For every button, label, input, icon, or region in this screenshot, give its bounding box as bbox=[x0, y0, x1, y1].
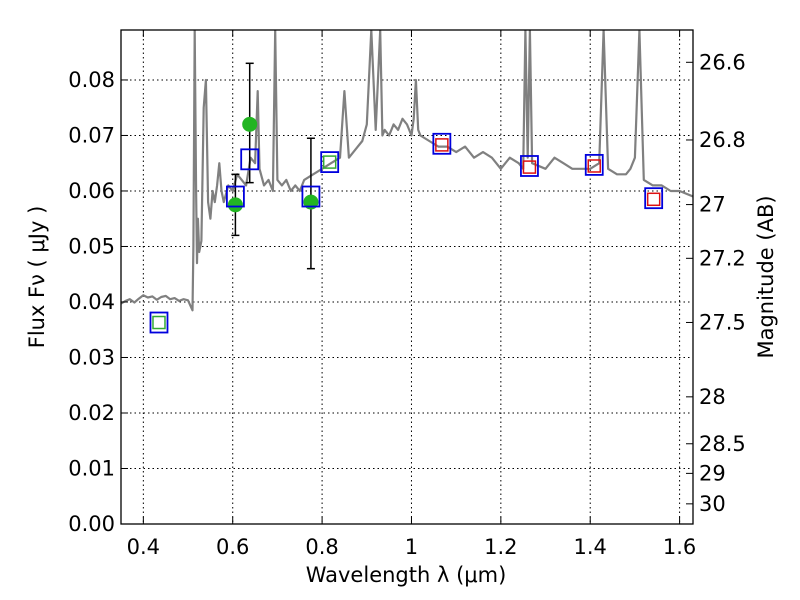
magnitude-tick-label: 27 bbox=[699, 193, 726, 217]
magnitude-tick-label: 26.8 bbox=[699, 128, 746, 152]
blue-square-marker bbox=[584, 153, 604, 176]
blue-square-marker bbox=[301, 185, 321, 208]
plot-frame bbox=[120, 29, 694, 525]
right-axis-title: Magnitude (AB) bbox=[754, 195, 778, 358]
x-tick-label: 0.4 bbox=[127, 535, 160, 559]
sed-spectrum-line bbox=[121, 30, 693, 312]
y-tick-label: 0.03 bbox=[68, 345, 115, 369]
x-tick-label: 0.8 bbox=[305, 535, 338, 559]
blue-square-marker bbox=[644, 187, 664, 210]
y-tick-label: 0.06 bbox=[68, 179, 115, 203]
red-square-marker bbox=[522, 160, 537, 174]
blue-square-marker bbox=[320, 151, 340, 174]
x-tick-label: 1.2 bbox=[484, 535, 517, 559]
y-tick-label: 0.07 bbox=[68, 123, 115, 147]
blue-square-marker bbox=[240, 148, 260, 171]
green-measurement-point bbox=[242, 116, 258, 132]
x-tick-label: 1.6 bbox=[663, 535, 696, 559]
y-tick-label: 0.02 bbox=[68, 401, 115, 425]
red-square-marker bbox=[435, 138, 449, 152]
red-square-marker bbox=[646, 192, 661, 207]
axes: 0.4 0.6 0.8 1 1.2 1.4 1.6 0.00 0.01 0.02 0.03 0.04 0… bbox=[68, 30, 746, 559]
blue-square-marker bbox=[225, 185, 245, 208]
magnitude-tick-label: 28.5 bbox=[699, 432, 746, 456]
magnitude-tick-label: 27.2 bbox=[699, 246, 746, 270]
magnitude-tick-label: 27.5 bbox=[699, 310, 746, 334]
blue-square-marker bbox=[149, 311, 169, 334]
x-tick-label: 1.4 bbox=[574, 535, 607, 559]
y-tick-label: 0.05 bbox=[68, 234, 115, 258]
green-square-marker bbox=[322, 155, 337, 169]
x-axis-title: Wavelength λ (μm) bbox=[306, 563, 507, 587]
y-axis-title: Flux Fν ( μJy ) bbox=[25, 206, 49, 349]
x-tick-label: 1 bbox=[405, 535, 418, 559]
green-square-marker bbox=[152, 315, 166, 330]
red-square-marker bbox=[587, 159, 601, 173]
y-tick-label: 0.01 bbox=[68, 456, 115, 480]
magnitude-tick-label: 30 bbox=[699, 492, 726, 516]
data-layer bbox=[121, 30, 693, 334]
x-tick-label: 0.6 bbox=[216, 535, 249, 559]
green-measurement-point bbox=[227, 197, 243, 213]
blue-square-marker bbox=[432, 132, 452, 155]
magnitude-tick-label: 26.6 bbox=[699, 50, 746, 74]
y-tick-label: 0.00 bbox=[68, 512, 115, 536]
blue-square-marker bbox=[520, 155, 539, 177]
y-tick-label: 0.04 bbox=[68, 290, 115, 314]
magnitude-tick-label: 28 bbox=[699, 385, 726, 409]
magnitude-tick-label: 29 bbox=[699, 461, 726, 485]
y-tick-label: 0.08 bbox=[68, 68, 115, 92]
